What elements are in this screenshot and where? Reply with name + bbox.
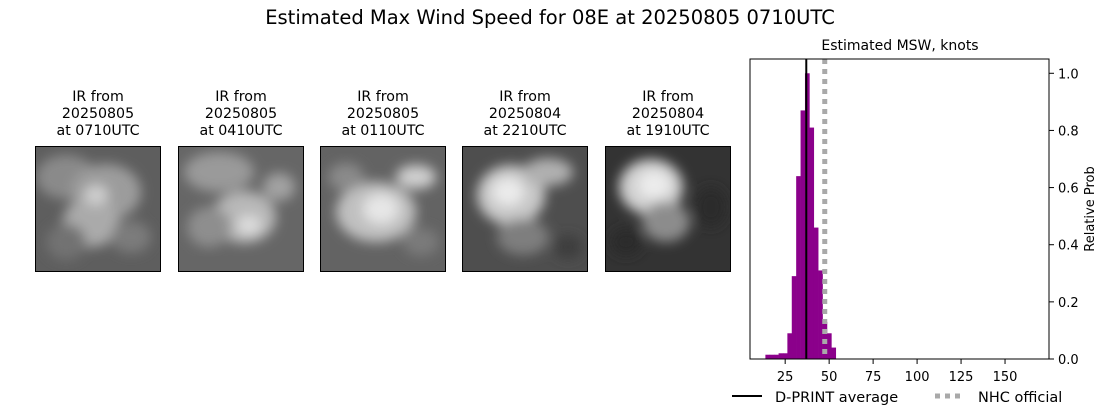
x-tick-label: 75 [865, 370, 882, 385]
histogram-bar-12 [818, 270, 823, 359]
ir-panel-label: IR from [357, 89, 409, 105]
ir-panel-5: IR from 20250804 at 1910UTC [605, 89, 731, 272]
ir-panel-4: IR from 20250804 at 2210UTC [462, 89, 588, 272]
legend-dprint-label: D-PRINT average [775, 390, 898, 406]
legend-nhc-label: NHC official [978, 390, 1062, 406]
ir-panel-title: IR from 20250805 at 0110UTC [320, 89, 446, 140]
y-axis-label: Relative Prob [1083, 166, 1098, 251]
ir-satellite-image [605, 146, 731, 272]
ir-panel-date: 20250805 [61, 106, 135, 122]
histogram-bar-5 [787, 333, 793, 359]
ir-panel-time: at 2210UTC [483, 123, 567, 139]
x-axis-ticks: 25 50 75 100 125 150 [777, 359, 1018, 385]
histogram-bar-4 [782, 353, 788, 359]
y-tick-label: 0.6 [1058, 182, 1079, 197]
ir-panel-date: 20250805 [346, 106, 420, 122]
ir-panel-title: IR from 20250805 at 0710UTC [35, 89, 161, 140]
histogram-bar-11 [813, 227, 819, 359]
ir-panel-label: IR from [72, 89, 124, 105]
ir-panel-title: IR from 20250804 at 1910UTC [605, 89, 731, 140]
ir-panel-date: 20250804 [631, 106, 705, 122]
y-tick-label: 0.2 [1058, 296, 1079, 311]
x-tick-label: 125 [949, 370, 974, 385]
ir-panel-date: 20250805 [204, 106, 278, 122]
histogram-bar-10 [809, 127, 815, 359]
ir-panel-title: IR from 20250805 at 0410UTC [178, 89, 304, 140]
x-tick-label: 25 [777, 370, 794, 385]
y-axis-ticks: 0.0 0.2 0.4 0.6 0.8 1.0 [1049, 67, 1079, 368]
chart-title: Estimated MSW, knots [821, 38, 978, 54]
ir-panel-date: 20250804 [488, 106, 562, 122]
plot-frame [749, 58, 1050, 360]
y-tick-label: 1.0 [1058, 67, 1079, 82]
ir-panel-3: IR from 20250805 at 0110UTC [320, 89, 446, 272]
histogram-bar-15 [831, 347, 837, 359]
histogram-bar-1 [769, 354, 775, 359]
histogram-bar-2 [774, 354, 779, 359]
ir-satellite-image [178, 146, 304, 272]
ir-satellite-image [320, 146, 446, 272]
histogram-bar-14 [826, 333, 832, 359]
ir-satellite-image [462, 146, 588, 272]
y-tick-label: 0.0 [1058, 353, 1079, 368]
ir-panel-label: IR from [642, 89, 694, 105]
histogram-bar-7 [796, 176, 801, 359]
histogram-bar-9 [804, 73, 810, 360]
histogram-bars [765, 73, 837, 360]
ir-panel-time: at 0410UTC [199, 123, 283, 139]
ir-panel-time: at 0710UTC [56, 123, 140, 139]
x-tick-label: 50 [821, 370, 838, 385]
ir-panel-label: IR from [215, 89, 267, 105]
histogram-bar-8 [800, 110, 806, 359]
histogram-bar-6 [791, 276, 797, 359]
x-tick-label: 150 [993, 370, 1018, 385]
ir-panel-2: IR from 20250805 at 0410UTC [178, 89, 304, 272]
ir-panel-label: IR from [499, 89, 551, 105]
ir-panel-title: IR from 20250804 at 2210UTC [462, 89, 588, 140]
chart-legend: D-PRINT average NHC official [732, 390, 1062, 406]
ir-satellite-image [35, 146, 161, 272]
page-title: Estimated Max Wind Speed for 08E at 2025… [265, 6, 835, 29]
histogram-bar-0 [765, 354, 771, 359]
ir-panel-time: at 0110UTC [341, 123, 425, 139]
histogram-bar-3 [778, 353, 784, 359]
ir-panel-time: at 1910UTC [626, 123, 710, 139]
y-tick-label: 0.8 [1058, 124, 1079, 139]
ir-panel-1: IR from 20250805 at 0710UTC [35, 89, 161, 272]
y-tick-label: 0.4 [1058, 239, 1079, 254]
x-tick-label: 100 [905, 370, 930, 385]
